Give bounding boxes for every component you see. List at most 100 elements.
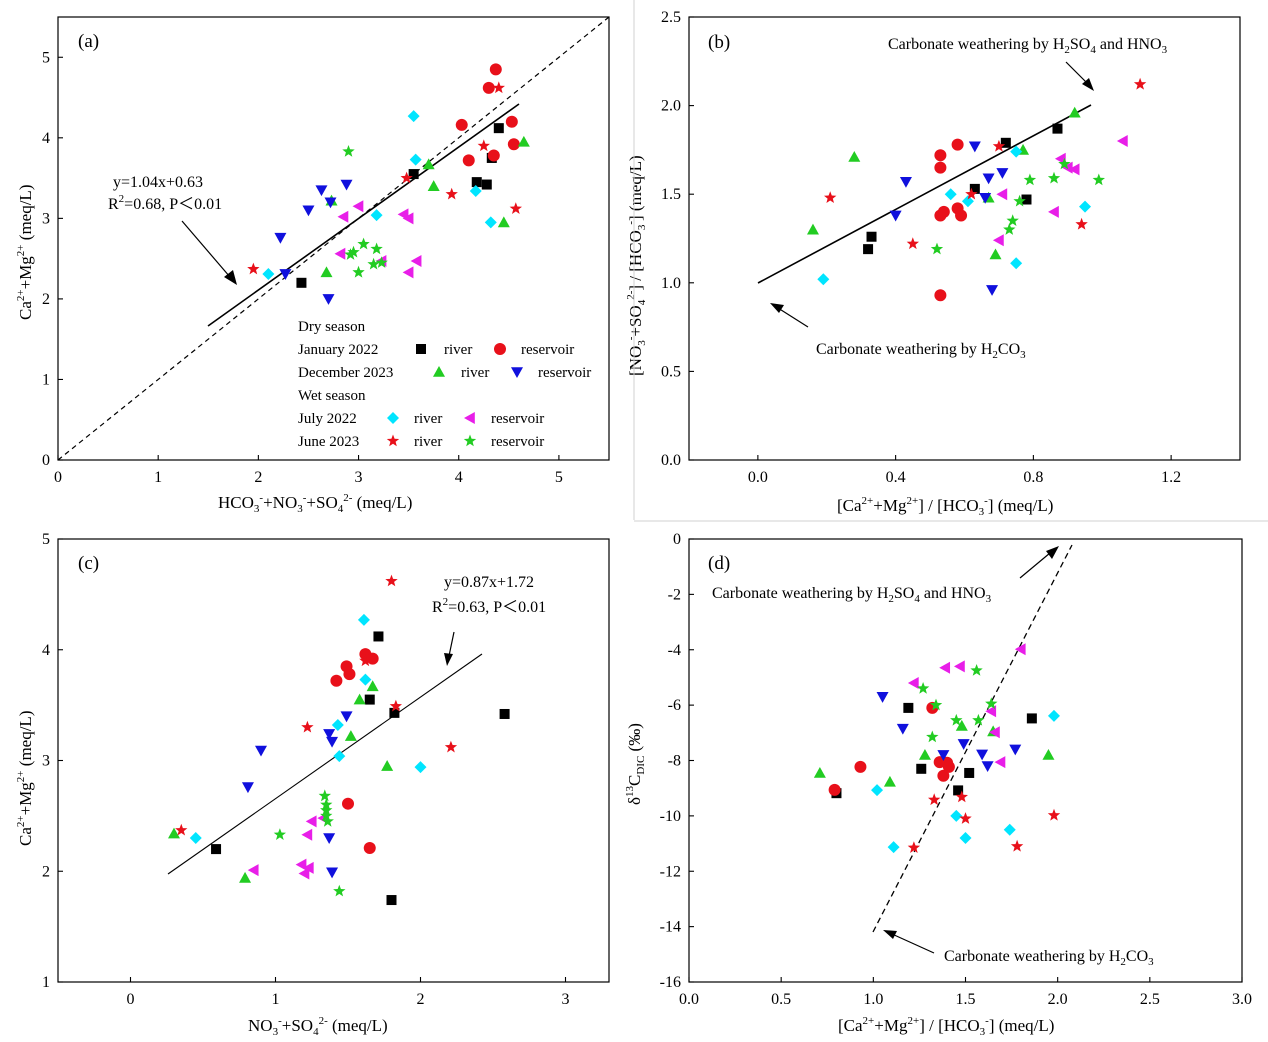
data-point — [1068, 163, 1080, 176]
panel-a-r2: R2=0.68, P＜0.01 — [108, 193, 222, 213]
data-point — [928, 793, 941, 806]
legend-reservoir-label: reservoir — [491, 434, 544, 450]
data-point — [320, 266, 333, 278]
data-point — [471, 177, 482, 188]
data-point — [985, 697, 998, 709]
data-point — [996, 168, 1009, 179]
panel-c-xlabel: NO3-+SO42- (meq/L) — [248, 1015, 388, 1038]
x-tick-label: 1 — [272, 991, 280, 1008]
data-point — [950, 713, 963, 726]
data-point — [262, 267, 275, 280]
data-point — [951, 138, 964, 151]
panel-a-label: (a) — [78, 31, 99, 52]
panel-d-annotation-h2so4: Carbonate weathering by H2SO4 and HNO3 — [712, 585, 992, 605]
data-point — [1047, 808, 1061, 821]
data-point — [321, 814, 334, 827]
panel-c-arrow — [448, 631, 455, 657]
data-point — [407, 110, 420, 123]
data-point — [344, 248, 357, 260]
panel-c-label: (c) — [78, 553, 99, 574]
data-point — [505, 115, 518, 128]
data-point — [331, 719, 344, 732]
data-point — [939, 661, 951, 674]
data-point — [370, 209, 383, 222]
data-point — [274, 232, 287, 244]
panel-c-arrowhead — [444, 653, 453, 666]
panel-d: 0.0 0.5 1.0 1.5 2.0 2.5 3.0 0 -2 -4 -6 -8 -10 -12 -14 -… — [624, 531, 1252, 1038]
legend-river-label: river — [414, 434, 442, 450]
data-point — [1010, 257, 1023, 270]
data-point — [477, 139, 490, 152]
y-tick-label: -4 — [668, 642, 681, 659]
y-tick-label: -10 — [660, 808, 681, 825]
data-point — [899, 176, 912, 188]
data-point — [989, 248, 1002, 260]
y-tick-label: -14 — [660, 919, 681, 936]
data-point — [1058, 157, 1071, 170]
panel-a-arrow — [181, 220, 231, 278]
data-point — [1009, 744, 1022, 756]
data-point — [493, 123, 504, 134]
data-point — [342, 797, 354, 810]
data-point — [957, 739, 970, 750]
data-point — [489, 63, 502, 76]
data-point — [168, 827, 180, 839]
data-point — [916, 763, 927, 774]
data-point — [848, 150, 861, 162]
data-point — [247, 864, 259, 877]
y-tick-label: 2 — [42, 863, 50, 880]
data-point — [1052, 123, 1063, 134]
y-tick-label: 1 — [42, 974, 50, 991]
panel-c-ticks: 0 1 2 3 1 2 3 4 5 — [42, 531, 570, 1008]
data-point — [402, 266, 414, 279]
data-point — [352, 265, 365, 278]
panel-a-ticks: 0 1 2 3 4 5 0 1 2 3 4 5 — [42, 49, 563, 486]
data-point — [937, 750, 950, 761]
data-point — [1014, 643, 1026, 656]
data-point — [955, 719, 968, 731]
data-point — [333, 750, 346, 763]
data-point — [455, 118, 468, 131]
data-point — [871, 784, 884, 797]
panel-a-equation: y=1.04x+0.63 — [113, 174, 203, 191]
panel-a-arrowhead — [224, 270, 237, 285]
data-point — [241, 782, 254, 794]
data-point — [517, 135, 530, 147]
x-tick-label: 0.4 — [886, 469, 906, 486]
panel-c-equation: y=0.87x+1.72 — [444, 574, 534, 591]
data-point — [481, 179, 492, 190]
x-tick-label: 1.5 — [956, 991, 976, 1008]
panel-d-xlabel: [Ca2++Mg2+] / [HCO3-] (meq/L) — [838, 1015, 1054, 1038]
data-point — [953, 660, 965, 673]
data-point — [883, 775, 896, 787]
panel-b-frame — [688, 16, 1241, 461]
data-point — [334, 247, 346, 260]
x-tick-label: 2.5 — [1140, 991, 1160, 1008]
data-point — [305, 815, 317, 828]
data-point — [1010, 839, 1024, 852]
data-point — [389, 699, 402, 712]
panel-d-ticks: 0.0 0.5 1.0 1.5 2.0 2.5 3.0 0 -2 -4 -6 -8 -10 -12 -14 -… — [660, 531, 1252, 1008]
legend-marker-dec2023-river — [433, 366, 445, 377]
panel-b-arrowhead-upper — [1082, 78, 1094, 91]
data-point — [942, 760, 955, 773]
data-point — [972, 713, 985, 726]
data-point — [1013, 194, 1026, 207]
data-point — [414, 761, 427, 774]
data-point — [323, 833, 336, 845]
panel-d-arrowhead-lower — [883, 930, 897, 939]
data-point — [950, 809, 963, 822]
data-point — [367, 257, 380, 270]
panel-d-frame — [688, 538, 1243, 983]
data-point — [400, 171, 413, 184]
data-point — [854, 760, 867, 773]
panel-a: 0 1 2 3 4 5 0 1 2 3 4 5 (a) y=1.04x+0.63 R2=0.68, P… — [15, 16, 610, 515]
x-tick-label: 1.2 — [1161, 469, 1181, 486]
data-point — [896, 723, 909, 735]
data-point — [969, 183, 980, 194]
panel-b-xlabel: [Ca2++Mg2+] / [HCO3-] (meq/L) — [837, 495, 1053, 518]
y-tick-label: 1 — [42, 371, 50, 388]
data-point — [929, 698, 943, 711]
data-point — [507, 138, 520, 151]
y-tick-label: 5 — [42, 531, 50, 548]
